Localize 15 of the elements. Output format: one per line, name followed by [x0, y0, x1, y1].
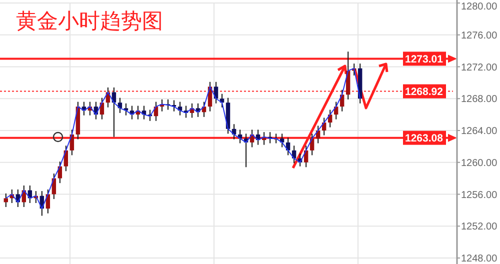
- ref-line-label: 1273.01: [405, 53, 444, 66]
- candlestick: [4, 192, 8, 208]
- y-tick-label: 1252.00: [461, 222, 498, 233]
- y-tick-label: 1276.00: [461, 30, 498, 42]
- chart-title: 黄金小时趋势图: [16, 9, 163, 33]
- line-series: [5, 68, 361, 210]
- ref-line-label: 1263.08: [405, 132, 444, 145]
- y-tick-label: 1280.00: [461, 2, 498, 12]
- ref-line-label: 1268.92: [405, 86, 444, 98]
- y-tick-label: 1248.00: [461, 254, 498, 264]
- y-tick-label: 1256.00: [461, 190, 498, 201]
- y-tick-label: 1268.00: [461, 94, 498, 106]
- y-tick-label: 1260.00: [461, 158, 498, 169]
- y-tick-label: 1272.00: [461, 62, 498, 74]
- y-tick-label: 1264.00: [461, 126, 498, 137]
